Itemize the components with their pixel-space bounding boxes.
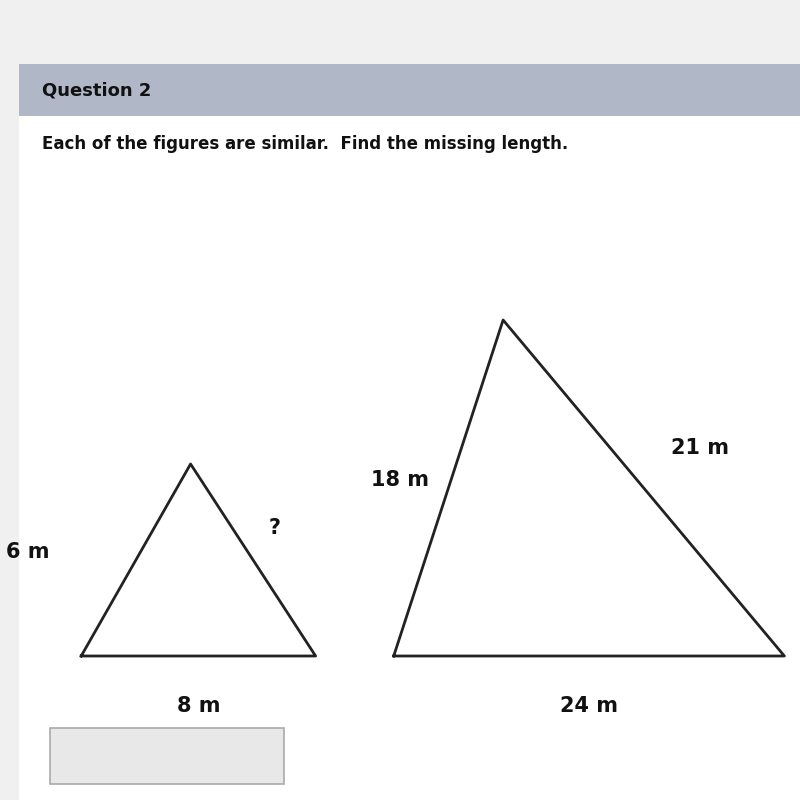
Text: Question 2: Question 2 [42, 82, 151, 99]
Text: 24 m: 24 m [560, 696, 618, 716]
Text: 6 m: 6 m [6, 542, 50, 562]
Text: 8 m: 8 m [177, 696, 220, 716]
Text: 21 m: 21 m [671, 438, 729, 458]
Text: 18 m: 18 m [371, 470, 429, 490]
FancyBboxPatch shape [50, 728, 284, 784]
FancyBboxPatch shape [18, 64, 800, 116]
Text: Each of the figures are similar.  Find the missing length.: Each of the figures are similar. Find th… [42, 135, 568, 153]
Text: ?: ? [269, 518, 281, 538]
FancyBboxPatch shape [18, 64, 800, 800]
